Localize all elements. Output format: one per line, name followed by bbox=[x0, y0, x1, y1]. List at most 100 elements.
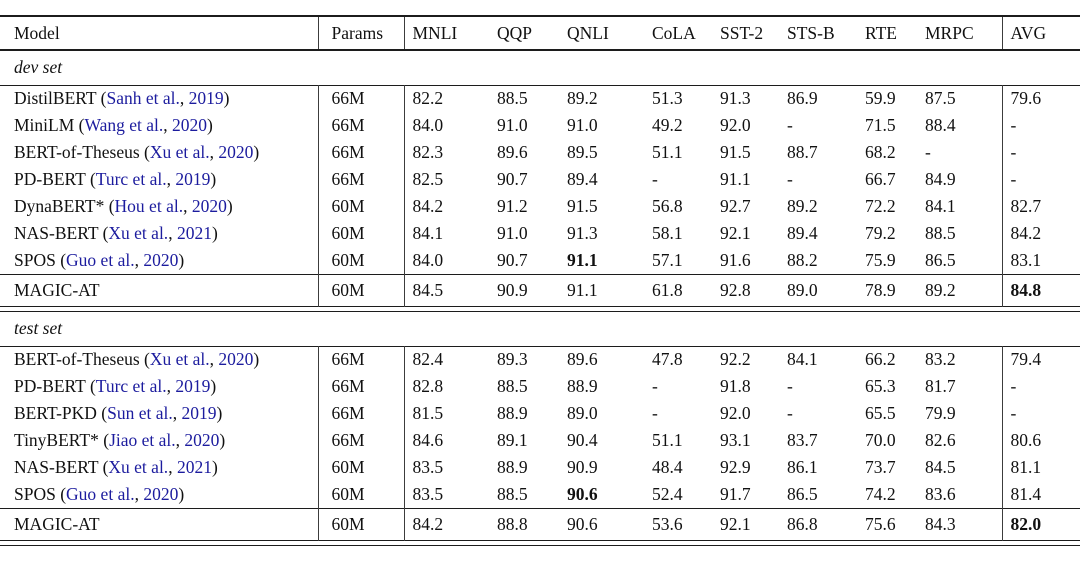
model-cell: DynaBERT*Hou et al.2020 bbox=[0, 193, 318, 220]
model-name: MiniLM bbox=[14, 115, 75, 135]
citation-authors-link[interactable]: Sanh et al. bbox=[106, 88, 180, 109]
col-header-stsb: STS-B bbox=[787, 22, 835, 43]
score-cell-cola: 49.2 bbox=[652, 115, 683, 135]
model-cell: PD-BERTTurc et al.2019 bbox=[0, 166, 318, 193]
avg-cell: - bbox=[1001, 400, 1080, 427]
citation-authors-link[interactable]: Guo et al. bbox=[66, 249, 135, 270]
score-cell-cola: 58.1 bbox=[652, 223, 683, 243]
citation-authors-link[interactable]: Xu et al. bbox=[108, 457, 169, 477]
avg-cell: 82.7 bbox=[1001, 193, 1080, 220]
citation-year-link[interactable]: 2020 bbox=[210, 142, 254, 162]
model-cell: MAGIC-AT bbox=[0, 274, 318, 306]
section-divider-rule bbox=[0, 539, 1080, 546]
model-name: DistilBERT bbox=[14, 88, 97, 109]
citation-authors-link[interactable]: Hou et al. bbox=[114, 196, 184, 216]
score-cell-mnli: 83.5 bbox=[403, 481, 489, 508]
table-row: PD-BERTTurc et al.201966M82.888.588.9-91… bbox=[0, 373, 1080, 400]
model-cell: DistilBERT Sanh et al.2019 bbox=[0, 85, 318, 112]
citation-year-link[interactable]: 2021 bbox=[168, 223, 212, 243]
citation-authors-link[interactable]: Xu et al. bbox=[108, 223, 169, 243]
score-cell-qqp: 88.9 bbox=[497, 457, 528, 477]
magic-at-row: MAGIC-AT 60M 84.2 88.8 90.6 53.6 92.1 86.8 75.6 8… bbox=[0, 508, 1080, 540]
citation-year-link[interactable]: 2020 bbox=[135, 484, 179, 504]
score-cell-qqp: 91.2 bbox=[497, 196, 528, 216]
citation-year-link[interactable]: 2019 bbox=[167, 376, 211, 396]
col-header-qqp: QQP bbox=[497, 22, 533, 43]
params-cell: 60M bbox=[317, 274, 404, 306]
citation: Guo et al.2020 bbox=[56, 484, 184, 504]
citation: Sun et al.2019 bbox=[97, 403, 222, 423]
citation: Wang et al.2020 bbox=[74, 115, 213, 135]
col-header-mrpc: MRPC bbox=[925, 22, 974, 43]
col-header-params: Params bbox=[317, 16, 404, 50]
model-name: BERT-of-Theseus bbox=[14, 349, 140, 370]
citation-authors-link[interactable]: Jiao et al. bbox=[109, 430, 176, 450]
citation-authors-link[interactable]: Guo et al. bbox=[66, 483, 135, 504]
avg-cell: 80.6 bbox=[1001, 427, 1080, 454]
score-cell-stsb: 89.2 bbox=[787, 196, 818, 216]
col-header-sst2: SST-2 bbox=[720, 22, 764, 43]
score-cell-sst2: 92.7 bbox=[720, 196, 751, 216]
citation-year-link[interactable]: 2019 bbox=[167, 169, 211, 189]
avg-cell: 82.0 bbox=[1001, 508, 1080, 540]
citation-authors-link[interactable]: Xu et al. bbox=[149, 349, 210, 370]
table-row: BERT-PKDSun et al.201966M81.588.989.0-92… bbox=[0, 400, 1080, 427]
params-cell: 60M bbox=[317, 508, 404, 540]
citation: Guo et al.2020 bbox=[56, 250, 184, 270]
score-cell-stsb: 89.0 bbox=[787, 279, 818, 300]
score-cell-rte: 72.2 bbox=[865, 196, 896, 216]
score-cell-rte: 68.2 bbox=[865, 142, 896, 162]
score-cell-mnli: 82.2 bbox=[403, 85, 489, 112]
score-cell-qqp: 88.9 bbox=[497, 403, 528, 423]
score-cell-mrpc: 79.9 bbox=[925, 403, 956, 423]
avg-cell: - bbox=[1001, 112, 1080, 139]
citation-year-link[interactable]: 2019 bbox=[173, 403, 217, 423]
params-cell: 60M bbox=[317, 454, 404, 481]
citation-year-link[interactable]: 2020 bbox=[135, 250, 179, 270]
score-cell-mrpc: 84.5 bbox=[925, 457, 956, 477]
citation-authors-link[interactable]: Xu et al. bbox=[149, 142, 210, 162]
paper-table-page: Model Params MNLI QQP QNLI CoLA SST-2 ST… bbox=[0, 15, 1080, 546]
score-cell-sst2: 91.8 bbox=[720, 376, 751, 396]
score-cell-mrpc: 84.1 bbox=[925, 196, 956, 216]
score-cell-rte: 65.3 bbox=[865, 376, 896, 396]
score-cell-qqp: 88.8 bbox=[497, 513, 528, 534]
score-cell-cola: 51.1 bbox=[652, 430, 683, 450]
model-cell: MAGIC-AT bbox=[0, 508, 318, 540]
score-cell-sst2: 93.1 bbox=[720, 430, 751, 450]
citation-year-link[interactable]: 2020 bbox=[176, 430, 220, 450]
score-cell-cola: 56.8 bbox=[652, 196, 683, 216]
score-cell-qqp: 88.5 bbox=[497, 376, 528, 396]
score-cell-rte: 66.2 bbox=[865, 349, 896, 370]
score-cell-mnli: 82.5 bbox=[403, 166, 489, 193]
avg-cell: 81.4 bbox=[1001, 481, 1080, 508]
params-cell: 66M bbox=[317, 112, 404, 139]
score-cell-rte: 75.9 bbox=[865, 249, 896, 270]
citation-authors-link[interactable]: Turc et al. bbox=[95, 376, 167, 396]
score-cell-mnli: 84.0 bbox=[403, 247, 489, 274]
table-row: PD-BERTTurc et al.201966M82.590.789.4-91… bbox=[0, 166, 1080, 193]
citation: Turc et al.2019 bbox=[86, 376, 217, 396]
score-cell-sst2: 91.7 bbox=[720, 483, 751, 504]
table-row: BERT-of-TheseusXu et al.202066M82.489.38… bbox=[0, 346, 1080, 373]
citation-authors-link[interactable]: Sun et al. bbox=[107, 403, 173, 423]
citation-year-link[interactable]: 2020 bbox=[210, 349, 254, 369]
model-cell: BERT-of-Theseus Xu et al.2020 bbox=[0, 346, 318, 373]
citation-year-link[interactable]: 2021 bbox=[168, 457, 212, 477]
model-cell: NAS-BERTXu et al.2021 bbox=[0, 454, 318, 481]
citation-authors-link[interactable]: Wang et al. bbox=[84, 115, 164, 135]
citation-year-link[interactable]: 2019 bbox=[180, 88, 224, 108]
score-cell-mrpc: 84.3 bbox=[925, 513, 956, 534]
score-cell-qnli: 91.0 bbox=[567, 115, 598, 135]
score-cell-sst2: 92.8 bbox=[720, 279, 751, 300]
citation-authors-link[interactable]: Turc et al. bbox=[95, 169, 167, 189]
citation-year-link[interactable]: 2020 bbox=[163, 115, 207, 135]
col-header-model: Model bbox=[14, 22, 60, 43]
col-header-rte: RTE bbox=[865, 22, 898, 43]
model-cell: NAS-BERTXu et al.2021 bbox=[0, 220, 318, 247]
section-label: test set bbox=[14, 318, 63, 338]
score-cell-cola: 52.4 bbox=[652, 483, 683, 504]
table-row: NAS-BERTXu et al.202160M83.588.990.948.4… bbox=[0, 454, 1080, 481]
citation: Jiao et al.2020 bbox=[99, 430, 225, 450]
citation-year-link[interactable]: 2020 bbox=[183, 196, 227, 216]
